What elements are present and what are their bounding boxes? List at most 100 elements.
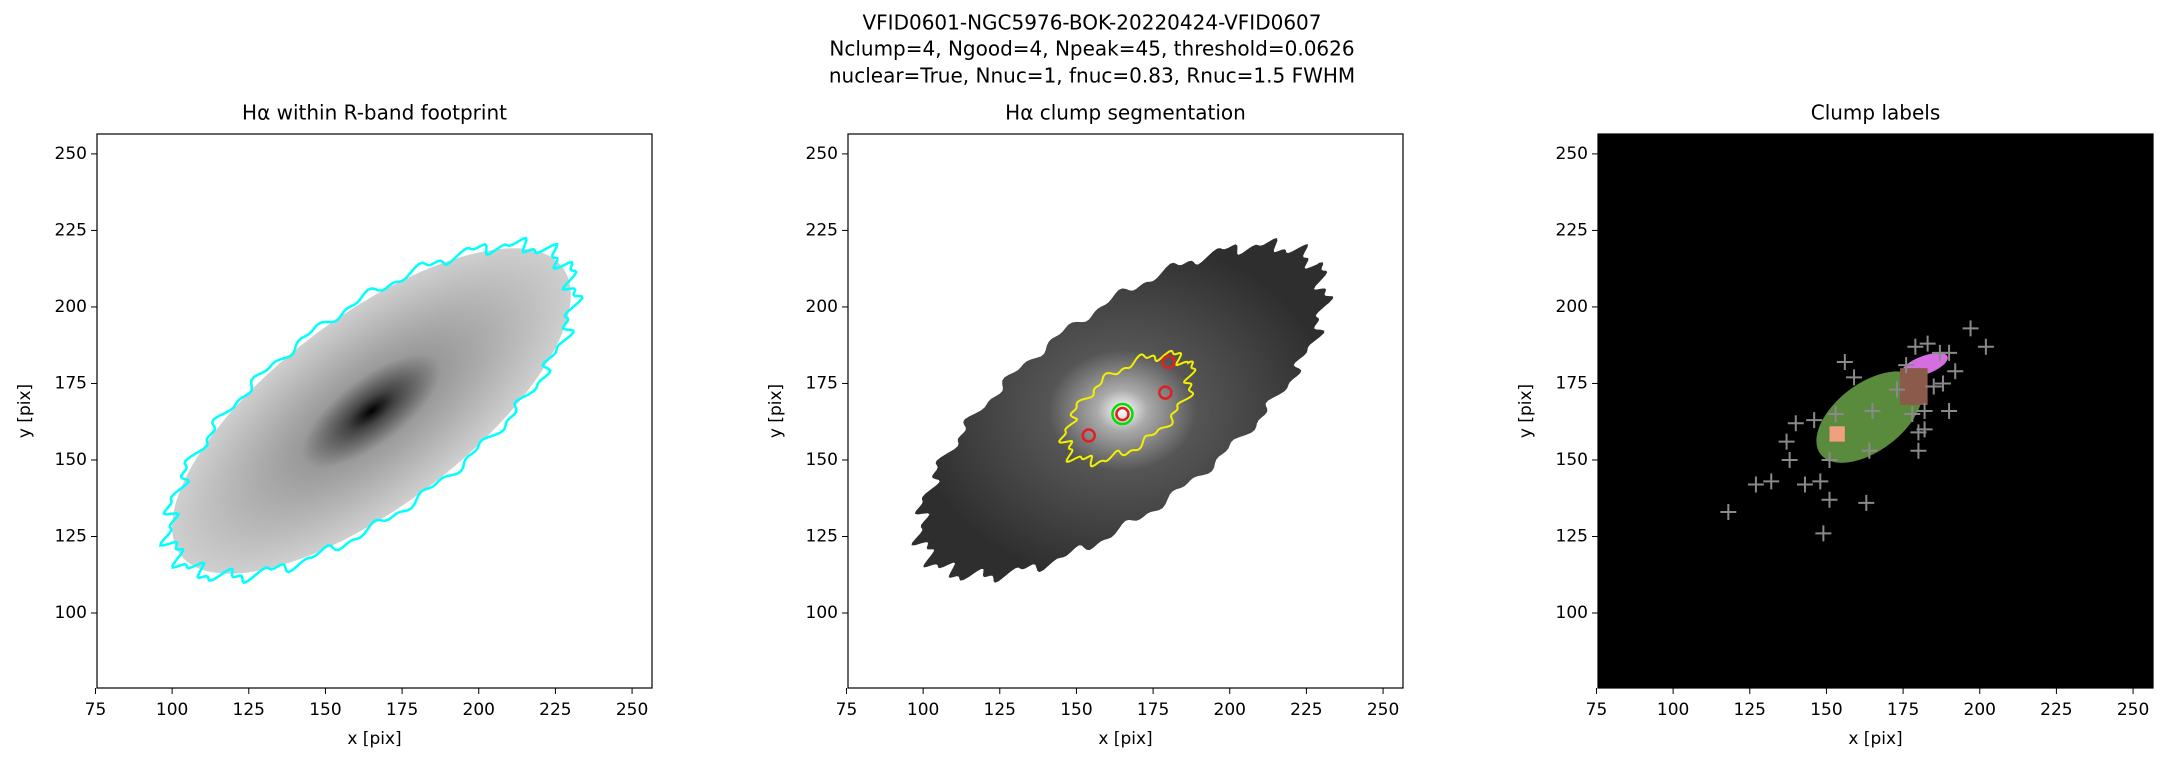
suptitle: VFID0601-NGC5976-BOK-20220424-VFID0607 bbox=[863, 11, 1322, 35]
x-tick-label: 150 bbox=[1060, 700, 1092, 720]
peak-marker bbox=[1778, 433, 1795, 450]
clump-marker bbox=[1081, 428, 1096, 443]
clump-label bbox=[1900, 368, 1928, 405]
peak-marker bbox=[1907, 338, 1924, 355]
x-tick-label: 100 bbox=[156, 700, 188, 720]
x-tick-label: 225 bbox=[1290, 700, 1322, 720]
galaxy bbox=[911, 238, 1334, 583]
y-tick-label: 100 bbox=[806, 603, 838, 623]
image bbox=[911, 238, 1334, 583]
clump-marker bbox=[1161, 354, 1176, 370]
x-tick-label: 250 bbox=[616, 700, 648, 720]
peak-marker bbox=[1941, 344, 1958, 361]
suptitle: Nclump=4, Ngood=4, Npeak=45, threshold=0… bbox=[829, 37, 1354, 61]
x-tick-label: 225 bbox=[539, 700, 571, 720]
peak-marker bbox=[1720, 504, 1737, 521]
y-tick-label: 200 bbox=[806, 297, 838, 317]
peak-marker bbox=[1888, 381, 1905, 398]
y-tick-label: 150 bbox=[1556, 450, 1588, 470]
x-tick-label: 200 bbox=[463, 700, 495, 720]
clump-marker bbox=[1158, 385, 1173, 400]
peak-marker bbox=[1812, 473, 1829, 490]
x-tick-label: 225 bbox=[2040, 700, 2072, 720]
peak-marker bbox=[1919, 335, 1936, 352]
peak-marker bbox=[1821, 491, 1838, 508]
y-tick-label: 125 bbox=[1556, 526, 1588, 546]
image bbox=[158, 236, 584, 585]
peak-marker bbox=[1947, 363, 1964, 380]
y-tick-label: 125 bbox=[55, 526, 87, 546]
y-tick-label: 225 bbox=[806, 220, 838, 240]
peak-marker bbox=[1796, 476, 1813, 493]
axes-frame bbox=[1597, 133, 2154, 689]
y-tick-label: 250 bbox=[1556, 144, 1588, 164]
image bbox=[1598, 134, 2153, 688]
y-tick-label: 125 bbox=[806, 526, 838, 546]
peak-marker bbox=[1763, 473, 1780, 490]
x-tick-label: 75 bbox=[836, 700, 858, 720]
axes-title: Hα within R-band footprint bbox=[242, 101, 507, 125]
peak-marker bbox=[1861, 442, 1878, 459]
y-tick-label: 250 bbox=[806, 144, 838, 164]
x-tick-label: 150 bbox=[1810, 700, 1842, 720]
y-tick-label: 150 bbox=[55, 450, 87, 470]
peak-marker bbox=[1925, 378, 1942, 395]
y-tick-label: 175 bbox=[55, 373, 87, 393]
x-tick-label: 125 bbox=[233, 700, 265, 720]
suptitle: nuclear=True, Nnuc=1, fnuc=0.83, Rnuc=1.… bbox=[829, 64, 1355, 88]
peak-marker bbox=[1781, 451, 1798, 468]
x-tick-label: 250 bbox=[1367, 700, 1399, 720]
y-axis-label: y [pix] bbox=[766, 384, 786, 438]
galaxy bbox=[172, 248, 571, 574]
peak-marker bbox=[1898, 357, 1915, 374]
x-tick-label: 175 bbox=[1887, 700, 1919, 720]
y-axis-label: y [pix] bbox=[1516, 384, 1536, 438]
x-tick-label: 150 bbox=[309, 700, 341, 720]
x-tick-label: 100 bbox=[1657, 700, 1689, 720]
y-tick-label: 175 bbox=[806, 373, 838, 393]
peak-marker bbox=[1962, 320, 1979, 337]
peak-marker bbox=[1815, 525, 1832, 542]
x-tick-label: 200 bbox=[1964, 700, 1996, 720]
x-tick-label: 175 bbox=[1137, 700, 1169, 720]
axes-frame bbox=[847, 133, 1404, 689]
x-tick-label: 175 bbox=[386, 700, 418, 720]
y-tick-label: 250 bbox=[55, 144, 87, 164]
y-axis-label: y [pix] bbox=[15, 384, 35, 438]
x-tick-label: 75 bbox=[1586, 700, 1608, 720]
y-tick-label: 100 bbox=[55, 603, 87, 623]
peak-marker bbox=[1806, 412, 1823, 429]
axes-frame bbox=[96, 133, 653, 689]
y-tick-label: 225 bbox=[55, 220, 87, 240]
x-tick-label: 125 bbox=[1734, 700, 1766, 720]
clump-marker bbox=[1115, 406, 1130, 422]
peak-marker bbox=[1846, 369, 1863, 386]
clump-label bbox=[1829, 426, 1845, 442]
threshold-contour bbox=[1058, 349, 1197, 468]
x-tick-label: 200 bbox=[1214, 700, 1246, 720]
peak-marker bbox=[1916, 403, 1933, 419]
peak-marker bbox=[1836, 354, 1853, 371]
axes-title: Clump labels bbox=[1811, 101, 1941, 125]
peak-marker bbox=[1787, 415, 1804, 432]
x-axis-label: x [pix] bbox=[1098, 729, 1152, 749]
x-tick-label: 100 bbox=[907, 700, 939, 720]
peak-marker bbox=[1864, 403, 1881, 419]
nucleus-marker bbox=[1111, 402, 1134, 426]
x-tick-label: 125 bbox=[984, 700, 1016, 720]
peak-marker bbox=[1827, 406, 1844, 423]
x-tick-label: 75 bbox=[85, 700, 107, 720]
peak-marker bbox=[1941, 403, 1958, 419]
y-tick-label: 225 bbox=[1556, 220, 1588, 240]
x-axis-label: x [pix] bbox=[1848, 729, 1902, 749]
x-tick-label: 250 bbox=[2117, 700, 2149, 720]
y-tick-label: 175 bbox=[1556, 373, 1588, 393]
peak-marker bbox=[1934, 375, 1951, 392]
axes-title: Hα clump segmentation bbox=[1005, 101, 1246, 125]
peak-marker bbox=[1821, 451, 1838, 468]
y-tick-label: 150 bbox=[806, 450, 838, 470]
y-tick-label: 200 bbox=[1556, 297, 1588, 317]
y-tick-label: 100 bbox=[1556, 603, 1588, 623]
peak-marker bbox=[1904, 406, 1921, 423]
